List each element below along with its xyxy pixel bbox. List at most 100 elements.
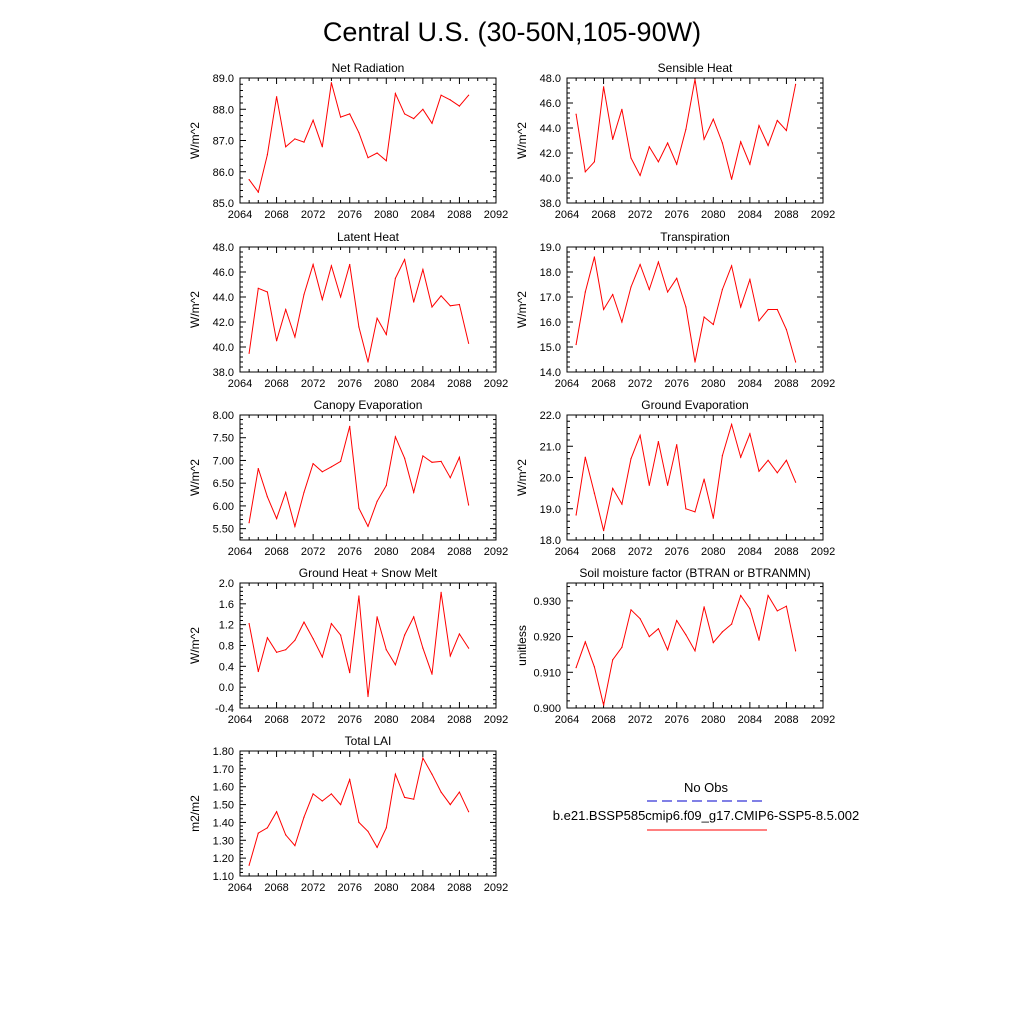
- data-point: [468, 504, 470, 506]
- x-tick-label: 2080: [701, 546, 725, 558]
- data-point: [321, 800, 323, 802]
- data-point: [667, 649, 669, 651]
- data-point: [285, 491, 287, 493]
- data-point: [468, 94, 470, 96]
- data-point: [767, 459, 769, 461]
- data-point: [694, 78, 696, 80]
- y-tick-label: 17.0: [540, 292, 561, 304]
- y-tick-label: 1.40: [213, 817, 234, 829]
- y-tick-label: 38.0: [213, 367, 234, 379]
- data-point: [630, 458, 632, 460]
- data-point: [612, 138, 614, 140]
- data-point: [703, 316, 705, 318]
- x-tick-label: 2080: [374, 882, 398, 894]
- data-point: [458, 456, 460, 458]
- data-point: [376, 616, 378, 618]
- x-tick-label: 2080: [701, 714, 725, 726]
- x-tick-label: 2072: [628, 546, 652, 558]
- y-tick-label: 7.00: [213, 455, 234, 467]
- data-point: [458, 633, 460, 635]
- y-tick-label: 38.0: [540, 198, 561, 210]
- x-tick-label: 2064: [555, 546, 579, 558]
- data-point: [449, 804, 451, 806]
- y-tick-label: 42.0: [213, 317, 234, 329]
- data-point: [257, 287, 259, 289]
- plot-frame: [566, 246, 824, 373]
- series-line: [575, 256, 797, 363]
- x-tick-label: 2068: [264, 378, 288, 390]
- data-point: [413, 491, 415, 493]
- data-point: [257, 191, 259, 193]
- data-point: [294, 639, 296, 641]
- x-tick-label: 2092: [484, 378, 508, 390]
- data-point: [776, 610, 778, 612]
- data-point: [385, 333, 387, 336]
- data-point: [458, 791, 460, 793]
- panel-title: Ground Heat + Snow Melt: [299, 566, 438, 580]
- data-point: [266, 291, 268, 293]
- data-point: [349, 263, 351, 266]
- data-point: [285, 308, 287, 311]
- y-tick-label: 1.20: [213, 853, 234, 865]
- data-point: [621, 108, 623, 110]
- data-point: [276, 811, 278, 813]
- data-point: [648, 484, 650, 486]
- y-tick-label: 6.50: [213, 478, 234, 490]
- data-point: [458, 303, 460, 306]
- x-tick-label: 2068: [264, 714, 288, 726]
- data-point: [431, 306, 433, 308]
- data-point: [584, 171, 586, 173]
- data-point: [358, 507, 360, 509]
- y-tick-label: 89.0: [213, 73, 234, 85]
- panel-title: Total LAI: [345, 734, 392, 748]
- x-tick-label: 2092: [484, 546, 508, 558]
- panel-7: 2064 2068 2072 2076 2080 2084 2088 2092 -0.4 0.0 0…: [188, 566, 508, 726]
- x-tick-label: 2064: [555, 209, 579, 221]
- data-point: [330, 466, 332, 468]
- data-point: [413, 301, 415, 303]
- data-point: [758, 124, 760, 127]
- data-point: [740, 594, 742, 597]
- x-tick-label: 2064: [555, 378, 579, 390]
- x-tick-label: 2076: [337, 546, 361, 558]
- data-point: [404, 457, 406, 459]
- data-point: [685, 634, 687, 636]
- y-tick-label: 1.70: [213, 764, 234, 776]
- y-axis-label: W/m^2: [515, 459, 529, 496]
- legend: No Obs b.e21.BSSP585cmip6.f09_g17.CMIP6-…: [553, 780, 859, 831]
- series-line: [248, 257, 470, 363]
- data-point: [266, 637, 268, 639]
- x-tick-label: 2092: [484, 882, 508, 894]
- panel-5: 2064 2068 2072 2076 2080 2084 2088 2092 5.50 6.00…: [188, 398, 508, 558]
- data-point: [248, 522, 250, 524]
- x-tick-label: 2080: [701, 209, 725, 221]
- data-point: [303, 141, 305, 143]
- data-point: [731, 423, 733, 425]
- data-point: [685, 508, 687, 510]
- data-point: [712, 118, 714, 120]
- x-tick-label: 2072: [301, 882, 325, 894]
- x-tick-label: 2088: [774, 714, 798, 726]
- data-point: [358, 326, 360, 328]
- y-tick-label: 16.0: [540, 317, 561, 329]
- y-tick-label: 6.00: [213, 501, 234, 513]
- data-point: [358, 132, 360, 134]
- y-tick-label: 48.0: [540, 73, 561, 85]
- data-point: [767, 144, 769, 147]
- y-axis-label: unitless: [515, 625, 529, 666]
- data-point: [285, 146, 287, 148]
- data-point: [795, 650, 797, 652]
- data-point: [584, 641, 586, 643]
- data-point: [468, 811, 470, 813]
- y-tick-label: 19.0: [540, 242, 561, 254]
- x-tick-label: 2064: [555, 714, 579, 726]
- x-tick-label: 2092: [811, 209, 835, 221]
- x-tick-label: 2076: [337, 882, 361, 894]
- data-point: [575, 343, 577, 346]
- data-point: [330, 623, 332, 625]
- data-point: [385, 827, 387, 829]
- y-tick-label: 18.0: [540, 535, 561, 547]
- data-point: [776, 308, 778, 311]
- data-point: [621, 646, 623, 648]
